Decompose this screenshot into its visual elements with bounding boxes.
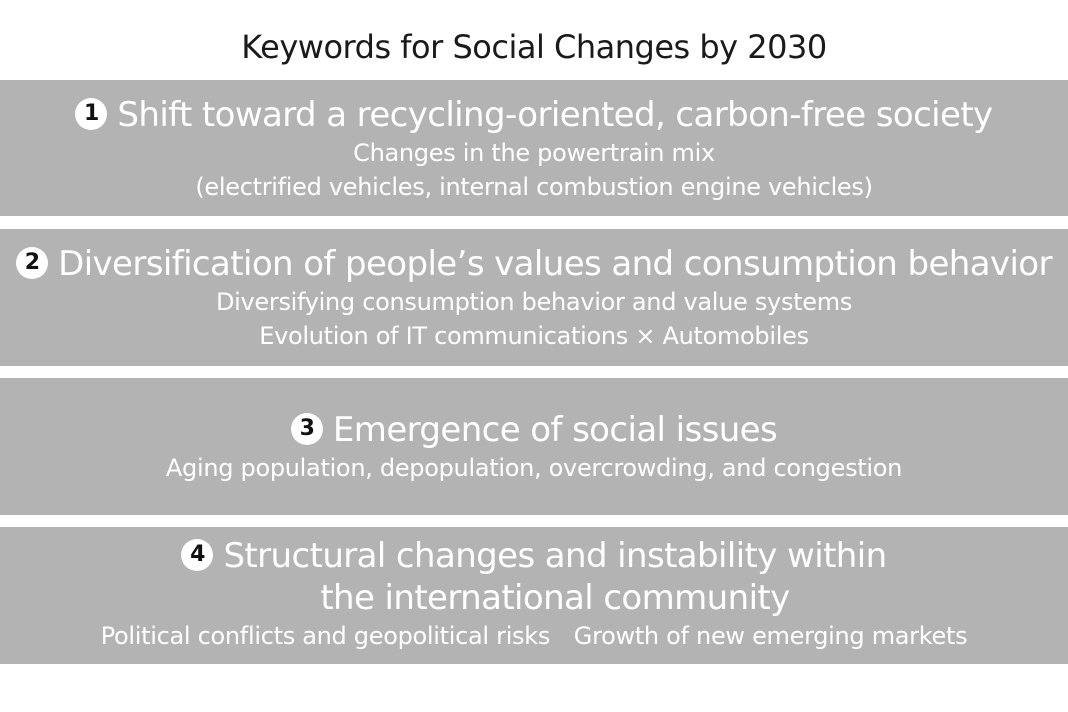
panel-heading: Diversification of people’s values and c…	[58, 244, 1052, 284]
page-title: Keywords for Social Changes by 2030	[241, 28, 827, 66]
panel-subtext: Aging population, depopulation, overcrow…	[165, 454, 903, 482]
number-badge: 2	[16, 247, 49, 279]
panel-heading: Structural changes and instability withi…	[223, 535, 887, 619]
panel-subtext: Changes in the powertrain mix	[353, 139, 715, 167]
panel-subtext: (electrified vehicles, internal combusti…	[195, 173, 873, 201]
number-badge: 4	[181, 539, 214, 571]
number-badge: 3	[290, 413, 323, 445]
keyword-panel-2: 2 Diversification of people’s values and …	[0, 229, 1068, 366]
number-badge: 1	[75, 98, 108, 130]
panel-subtext: Evolution of IT communications × Automob…	[259, 322, 809, 350]
keyword-panel-1: 1 Shift toward a recycling-oriented, carb…	[0, 80, 1068, 216]
panel-heading-line: the international community	[320, 578, 790, 618]
panel-subtext: Diversifying consumption behavior and va…	[215, 288, 853, 316]
panel-heading: Emergence of social issues	[332, 410, 778, 450]
keyword-panel-3: 3 Emergence of social issues Aging popula…	[0, 378, 1068, 515]
panel-subtext: Political conflicts and geopolitical ris…	[100, 622, 968, 650]
panel-heading-line: Structural changes and instability withi…	[223, 536, 887, 576]
panel-heading: Shift toward a recycling-oriented, carbo…	[117, 95, 993, 135]
keyword-panel-4: 4 Structural changes and instability with…	[0, 527, 1068, 664]
